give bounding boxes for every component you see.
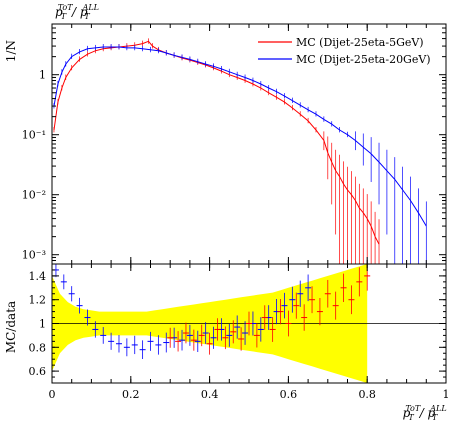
series-1-line (53, 38, 380, 264)
ratio-panel: 0.6 0.8 1 1.2 1.4 0 0.2 0.4 0.6 0.8 1 (29, 24, 450, 401)
series-path (53, 40, 380, 245)
series-2-line (53, 44, 427, 264)
legend-label-1: MC (Dijet-25eta-5GeV) (296, 36, 424, 49)
ratio-y-tick-label: 1.4 (29, 270, 47, 283)
x-tick-label: 0.2 (122, 388, 140, 401)
x-tick-label: 1 (443, 388, 450, 401)
x-axis: 0 0.2 0.4 0.6 0.8 1 (49, 24, 450, 401)
main-panel: 10⁻³ 10⁻² 10⁻¹ 1 (22, 23, 447, 265)
ratio-series-2 (167, 264, 371, 355)
x-tick-label: 0.6 (280, 388, 298, 401)
legend: MC (Dijet-25eta-5GeV) MC (Dijet-25eta-20… (258, 36, 431, 66)
y-axis-label-main: 1/N (4, 40, 18, 62)
ratio-y-tick-label: 0.6 (29, 365, 47, 378)
ratio-series-1 (52, 264, 312, 360)
ratio-y-axis: 0.6 0.8 1 1.2 1.4 (29, 269, 446, 384)
y-tick-label: 10⁻¹ (22, 129, 46, 142)
legend-label-2: MC (Dijet-25eta-20GeV) (296, 53, 431, 66)
y-tick-label: 1 (39, 69, 46, 82)
ratio-y-tick-label: 1 (39, 318, 46, 331)
y-tick-label: 10⁻² (22, 189, 46, 202)
x-tick-label: 0.8 (358, 388, 376, 401)
plot-title: pToT T / pALL T (55, 3, 99, 21)
y-axis-label-ratio: MC/data (4, 301, 18, 353)
ratio-y-tick-label: 0.8 (29, 341, 47, 354)
series-path (53, 46, 427, 227)
ratio-y-tick-label: 1.2 (29, 294, 47, 307)
x-axis-label: pToT T / pALL T (403, 404, 447, 422)
x-tick-label: 0 (49, 388, 56, 401)
x-tick-label: 0.4 (201, 388, 219, 401)
y-tick-label: 10⁻³ (22, 249, 46, 262)
